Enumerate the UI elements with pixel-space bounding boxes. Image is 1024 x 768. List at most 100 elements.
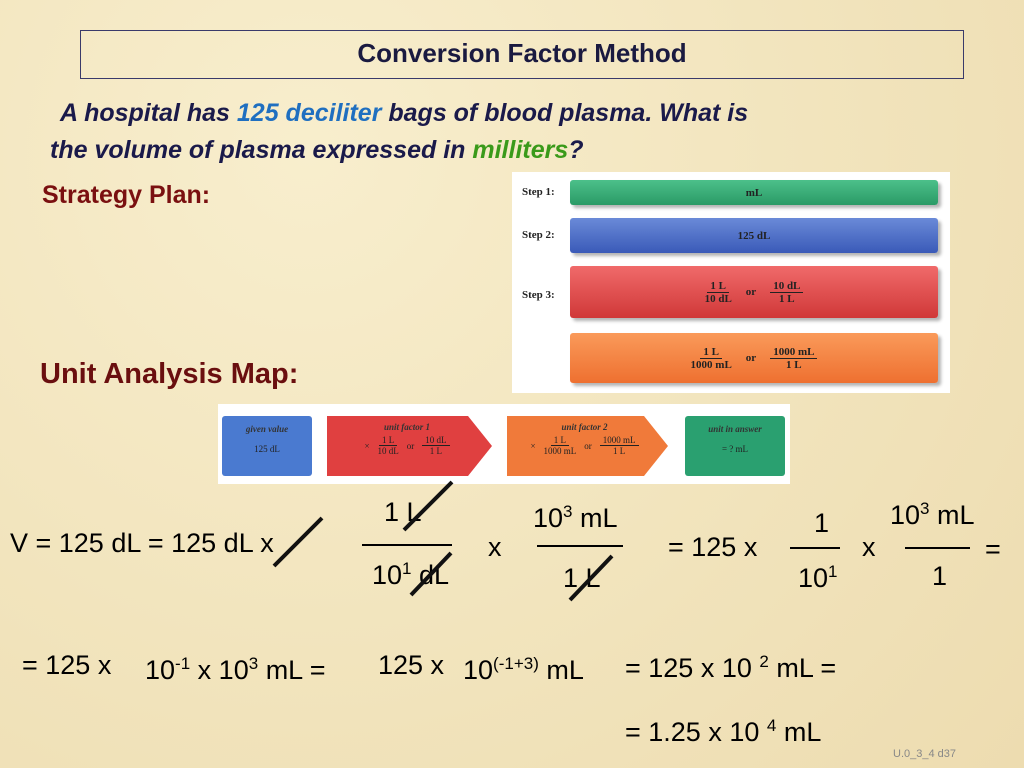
map-box-title: unit in answer: [708, 424, 762, 434]
unit: mL: [538, 655, 584, 685]
numerator: 10 dL: [770, 280, 804, 293]
step-label: Step 3:: [522, 289, 555, 301]
denominator: 10 dL: [377, 446, 399, 456]
equation-text: mL =: [258, 655, 326, 685]
problem-text: ?: [568, 136, 584, 164]
equation-text: x 10: [190, 655, 249, 685]
exponent: -1: [175, 654, 191, 673]
problem-line-2: the volume of plasma expressed in millit…: [50, 136, 584, 165]
step-bar: 1 L 10 dL or 10 dL 1 L: [570, 266, 938, 318]
numerator: 1 L: [379, 435, 398, 446]
unit: mL: [572, 503, 618, 533]
map-box-content: 125 dL: [254, 444, 280, 454]
title: Conversion Factor Method: [357, 38, 687, 68]
exponent: 2: [759, 652, 769, 671]
denominator: 1 L: [613, 446, 626, 456]
equation-text: mL =: [768, 653, 837, 683]
denominator: 1 L: [786, 358, 802, 371]
fraction: 1 L 10 dL: [705, 280, 732, 305]
equation-text: = 125 x 10: [625, 653, 760, 683]
denominator: 1 L: [429, 446, 443, 456]
unit: mL: [929, 500, 975, 530]
exponent: 3: [920, 499, 930, 518]
or: or: [406, 440, 415, 451]
denominator: 1: [932, 561, 948, 591]
base: 10: [798, 563, 829, 593]
step-bar: mL: [570, 180, 938, 205]
problem-text: bags of blood plasma. What is: [381, 99, 749, 127]
times: x: [488, 532, 502, 562]
map-image: given value 125 dL unit factor 1 × 1 L 10 d…: [218, 404, 790, 484]
base: 10: [145, 655, 176, 685]
fraction: 1000 mL 1 L: [770, 346, 818, 371]
exponent: 1: [828, 562, 838, 581]
highlight: milliters: [472, 136, 569, 164]
step-content: mL: [745, 186, 763, 199]
numerator: 1 L: [550, 435, 570, 446]
map-box-text: given value 125 dL: [222, 424, 312, 454]
denominator: 1 L: [563, 563, 601, 593]
denominator: 101: [798, 563, 838, 594]
problem-text: A hospital has: [60, 99, 237, 127]
fraction-line: [905, 547, 970, 549]
numerator: 1000 mL: [770, 346, 818, 359]
base: 10: [533, 503, 564, 533]
equation-text: 10(-1+3) mL: [463, 655, 584, 686]
fraction-line: [362, 544, 452, 546]
map-box-title: unit factor 1: [383, 422, 430, 432]
base: 10: [463, 655, 494, 685]
equation-text: = 125 x 10 2 mL =: [625, 653, 836, 684]
or: or: [584, 440, 592, 451]
equation-text: V = 125 dL = 125 dL x: [10, 528, 274, 558]
result: = 1.25 x 10 4 mL: [625, 717, 821, 748]
equation-text: = 125 x: [668, 532, 758, 562]
problem-line-1: A hospital has 125 deciliter bags of blo…: [60, 99, 748, 128]
or: or: [745, 352, 757, 364]
fraction: 1 L 1000 mL: [691, 346, 732, 371]
map-box-text: unit factor 2 × 1 L 1000 mL or 1000 mL 1 L: [507, 422, 662, 456]
denominator: 1000 mL: [690, 358, 732, 371]
cancel-line: [272, 516, 324, 568]
numerator: 1 L: [700, 346, 722, 359]
numerator: 10 dL: [422, 435, 450, 446]
times: ×: [364, 440, 370, 451]
exponent: (-1+3): [493, 654, 539, 673]
equation-text: 125 x: [378, 650, 445, 680]
exponent: 1: [402, 559, 412, 578]
map-shapes: [222, 416, 785, 476]
map-factors: × 1 L 1000 mL or 1000 mL 1 L: [507, 435, 662, 456]
fraction: 10 dL 1 L: [770, 280, 804, 305]
map-factors: × 1 L 10 dL or 10 dL 1 L: [327, 435, 487, 456]
map-arrow: [327, 416, 492, 476]
exponent: 4: [766, 716, 777, 735]
denominator: 1000 mL: [543, 446, 577, 456]
or: or: [745, 286, 757, 298]
map-arrow: [507, 416, 668, 476]
numerator: 1 L: [707, 280, 729, 293]
map-box-title: unit factor 2: [561, 422, 608, 432]
unit: dL: [411, 560, 450, 590]
fraction: 1 L 1000 mL: [544, 435, 577, 456]
equation-text: 10-1 x 103 mL =: [145, 655, 325, 686]
numerator: 1: [814, 508, 830, 538]
map-box-text: unit factor 1 × 1 L 10 dL or 10 dL 1 L: [327, 422, 487, 456]
strategy-heading: Strategy Plan:: [42, 181, 211, 209]
unit: mL: [776, 717, 822, 747]
map-heading: Unit Analysis Map:: [40, 358, 299, 390]
step-bar: 1 L 1000 mL or 1000 mL 1 L: [570, 333, 938, 383]
fraction-line: [790, 547, 840, 549]
step-label: Step 1:: [522, 186, 555, 198]
base: 10: [890, 500, 921, 530]
base: 10: [372, 560, 403, 590]
title-box: [80, 30, 964, 79]
times: x: [862, 532, 876, 562]
map-box: [222, 416, 312, 476]
denominator: 1 L: [779, 292, 795, 305]
numerator: 103 mL: [890, 500, 975, 531]
numerator: 1 L: [384, 497, 422, 527]
step-content: 125 dL: [737, 229, 771, 242]
map-box: [685, 416, 785, 476]
exponent: 3: [563, 502, 573, 521]
map-box-content: = ? mL: [721, 444, 749, 454]
